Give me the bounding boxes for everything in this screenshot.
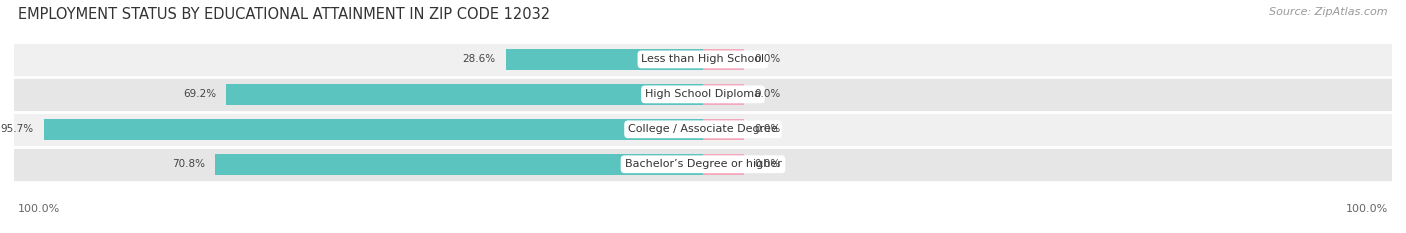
Text: 0.0%: 0.0% <box>755 55 780 64</box>
Text: 28.6%: 28.6% <box>463 55 496 64</box>
Bar <box>14 147 1392 182</box>
Bar <box>226 84 703 105</box>
Text: 0.0%: 0.0% <box>755 159 780 169</box>
Text: College / Associate Degree: College / Associate Degree <box>628 124 778 134</box>
Bar <box>14 77 1392 112</box>
Bar <box>703 119 744 140</box>
Text: EMPLOYMENT STATUS BY EDUCATIONAL ATTAINMENT IN ZIP CODE 12032: EMPLOYMENT STATUS BY EDUCATIONAL ATTAINM… <box>18 7 550 22</box>
Text: 100.0%: 100.0% <box>18 204 60 214</box>
Text: 100.0%: 100.0% <box>1346 204 1388 214</box>
Bar <box>14 42 1392 77</box>
Bar <box>703 154 744 175</box>
Text: 0.0%: 0.0% <box>755 89 780 99</box>
Bar <box>44 119 703 140</box>
Bar <box>14 112 1392 147</box>
Bar <box>215 154 703 175</box>
Text: 0.0%: 0.0% <box>755 124 780 134</box>
Text: Bachelor’s Degree or higher: Bachelor’s Degree or higher <box>624 159 782 169</box>
Text: 70.8%: 70.8% <box>172 159 205 169</box>
Text: Source: ZipAtlas.com: Source: ZipAtlas.com <box>1270 7 1388 17</box>
Text: 69.2%: 69.2% <box>183 89 217 99</box>
Bar <box>703 49 744 70</box>
Text: High School Diploma: High School Diploma <box>645 89 761 99</box>
Bar <box>506 49 703 70</box>
Text: Less than High School: Less than High School <box>641 55 765 64</box>
Bar <box>703 84 744 105</box>
Text: 95.7%: 95.7% <box>0 124 34 134</box>
